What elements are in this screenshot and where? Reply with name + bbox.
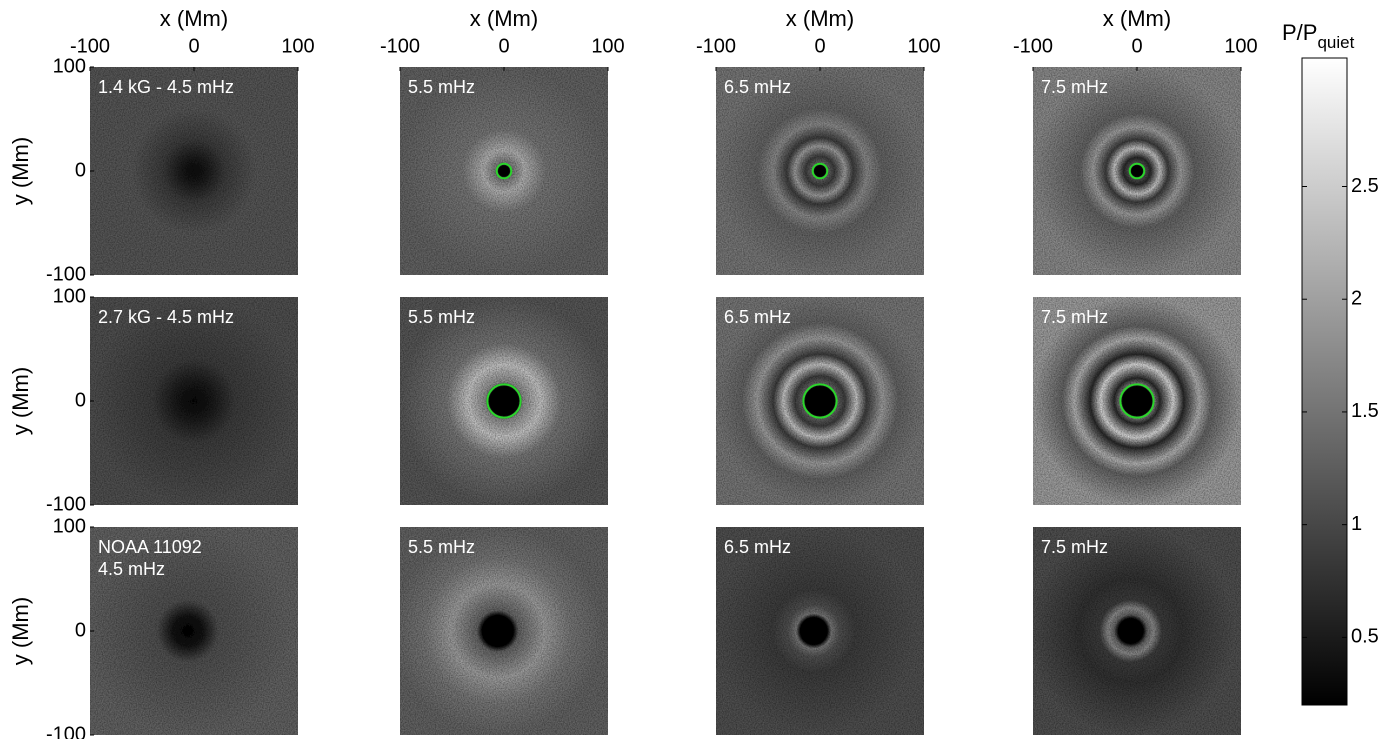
colorbar-tick-label: 2.5 xyxy=(1351,175,1379,197)
annotation: 7.5 mHz xyxy=(1041,307,1108,327)
power-map xyxy=(400,67,608,275)
y-tick-label: -100 xyxy=(46,493,86,515)
x-tick-label: 0 xyxy=(1131,35,1142,57)
colorbar-tick-label: 1 xyxy=(1351,513,1362,535)
x-tick-label: 100 xyxy=(591,35,624,57)
y-tick-label: 0 xyxy=(75,389,86,411)
y-tick-label: 0 xyxy=(75,619,86,641)
annotation: 7.5 mHz xyxy=(1041,77,1108,97)
x-tick-label: 100 xyxy=(1224,35,1257,57)
power-map xyxy=(1033,67,1241,275)
colorbar xyxy=(1302,58,1347,705)
power-map xyxy=(400,527,608,735)
y-tick-label: 100 xyxy=(53,55,86,77)
y-axis-label: y (Mm) xyxy=(8,367,33,435)
annotation: 5.5 mHz xyxy=(408,77,475,97)
power-map xyxy=(1033,527,1241,735)
power-map xyxy=(1033,297,1241,505)
figure: 1.4 kG - 4.5 mHzx (Mm)-1000100y (Mm)-100… xyxy=(0,0,1385,739)
y-tick-label: -100 xyxy=(46,723,86,739)
y-tick-label: 0 xyxy=(75,159,86,181)
x-tick-label: -100 xyxy=(70,35,110,57)
x-tick-label: 0 xyxy=(188,35,199,57)
x-tick-label: 100 xyxy=(907,35,940,57)
y-axis-label: y (Mm) xyxy=(8,597,33,665)
annotation: 5.5 mHz xyxy=(408,307,475,327)
page: {"chart_data": [ {"type": "image", "x_la… xyxy=(0,0,1385,739)
annotation: 6.5 mHz xyxy=(724,77,791,97)
y-axis-label: y (Mm) xyxy=(8,137,33,205)
x-tick-label: -100 xyxy=(380,35,420,57)
power-map xyxy=(90,297,298,505)
annotation: 7.5 mHz xyxy=(1041,537,1108,557)
x-axis-label: x (Mm) xyxy=(160,6,228,31)
x-tick-label: -100 xyxy=(696,35,736,57)
annotation: 4.5 mHz xyxy=(98,559,165,579)
y-tick-label: 100 xyxy=(53,515,86,537)
power-map xyxy=(90,67,298,275)
power-map xyxy=(400,297,608,505)
power-map xyxy=(716,527,924,735)
colorbar-tick-label: 0.5 xyxy=(1351,626,1379,648)
power-map xyxy=(716,67,924,275)
colorbar-tick-label: 1.5 xyxy=(1351,400,1379,422)
x-axis-label: x (Mm) xyxy=(786,6,854,31)
colorbar-label: P/Pquiet xyxy=(1282,20,1355,53)
colorbar-label-subscript: quiet xyxy=(1317,33,1354,52)
annotation: 6.5 mHz xyxy=(724,307,791,327)
annotation: 1.4 kG - 4.5 mHz xyxy=(98,77,234,97)
x-tick-label: 100 xyxy=(281,35,314,57)
annotation: NOAA 11092 xyxy=(98,537,202,557)
x-tick-label: 0 xyxy=(498,35,509,57)
y-tick-label: -100 xyxy=(46,263,86,285)
power-map xyxy=(716,297,924,505)
x-axis-label: x (Mm) xyxy=(1103,6,1171,31)
x-axis-label: x (Mm) xyxy=(470,6,538,31)
y-tick-label: 100 xyxy=(53,285,86,307)
annotation: 6.5 mHz xyxy=(724,537,791,557)
colorbar-label-main: P/P xyxy=(1282,20,1317,45)
colorbar-tick-label: 2 xyxy=(1351,287,1362,309)
x-tick-label: 0 xyxy=(814,35,825,57)
annotation: 5.5 mHz xyxy=(408,537,475,557)
annotation: 2.7 kG - 4.5 mHz xyxy=(98,307,234,327)
x-tick-label: -100 xyxy=(1013,35,1053,57)
